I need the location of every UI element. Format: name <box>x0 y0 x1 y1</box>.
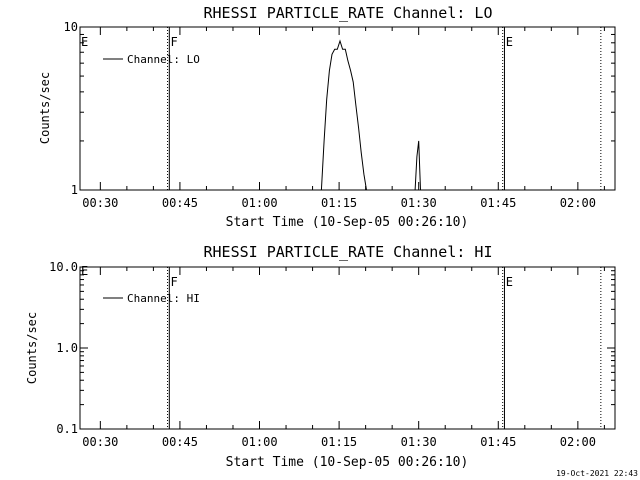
hi-x-tick-label: 00:30 <box>82 435 118 449</box>
hi-legend-label: Channel: HI <box>127 292 200 305</box>
hi-x-tick-label: 02:00 <box>560 435 596 449</box>
lo-channel-panel: RHESSI PARTICLE_RATE Channel: LO Counts/… <box>38 4 616 230</box>
lo-x-tick-label: 01:15 <box>321 196 357 210</box>
lo-x-tick-label: 01:45 <box>480 196 516 210</box>
hi-x-tick-label: 01:30 <box>401 435 437 449</box>
lo-left-marker-label: E <box>81 35 88 49</box>
lo-y-tick-label: 10 <box>64 20 78 34</box>
hi-y-tick-label: 0.1 <box>56 422 78 436</box>
hi-x-tick-label: 01:45 <box>480 435 516 449</box>
lo-plot-frame <box>79 26 616 191</box>
lo-x-tick-label: 01:30 <box>401 196 437 210</box>
timestamp: 19-Oct-2021 22:43 <box>556 469 638 478</box>
hi-event-marker-label: F <box>171 275 178 289</box>
lo-x-tick-label: 02:00 <box>560 196 596 210</box>
lo-y-axis-label: Counts/sec <box>38 72 52 144</box>
hi-x-axis-label: Start Time (10-Sep-05 00:26:10) <box>226 455 469 470</box>
hi-x-tick-label: 01:00 <box>241 435 277 449</box>
hi-x-tick-label: 00:45 <box>162 435 198 449</box>
lo-x-tick-label: 00:45 <box>162 196 198 210</box>
lo-x-axis-label: Start Time (10-Sep-05 00:26:10) <box>226 215 469 230</box>
hi-y-tick-label: 10.0 <box>49 260 78 274</box>
lo-y-tick-label: 1 <box>71 183 78 197</box>
hi-chart-title: RHESSI PARTICLE_RATE Channel: HI <box>204 243 493 261</box>
hi-channel-panel: RHESSI PARTICLE_RATE Channel: HI Counts/… <box>25 243 616 470</box>
lo-series-line <box>320 39 421 191</box>
hi-left-marker-label: E <box>81 264 88 278</box>
hi-y-axis-label: Counts/sec <box>25 312 39 384</box>
lo-x-tick-label: 01:00 <box>241 196 277 210</box>
lo-x-tick-label: 00:30 <box>82 196 118 210</box>
hi-y-tick-label: 1.0 <box>56 341 78 355</box>
hi-x-tick-label: 01:15 <box>321 435 357 449</box>
lo-event-marker-label: E <box>506 35 513 49</box>
lo-legend-label: Channel: LO <box>127 53 200 66</box>
hi-event-marker-label: E <box>506 275 513 289</box>
lo-event-marker-label: F <box>171 35 178 49</box>
lo-chart-title: RHESSI PARTICLE_RATE Channel: LO <box>204 4 493 22</box>
